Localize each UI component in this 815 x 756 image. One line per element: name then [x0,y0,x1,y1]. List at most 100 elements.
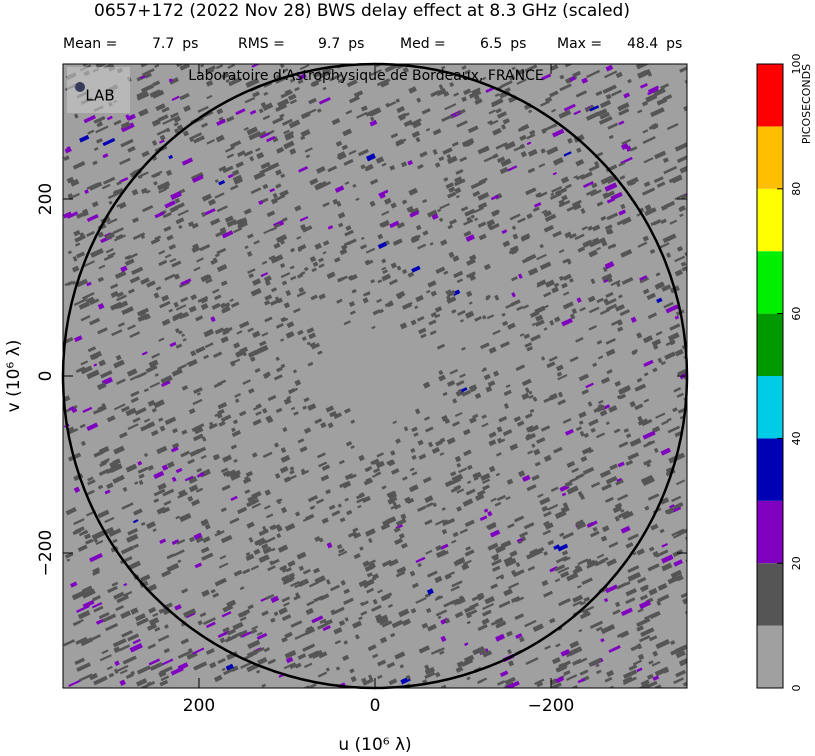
texture [383,592,393,599]
texture [665,252,672,258]
texture [304,662,313,669]
texture [566,485,579,495]
texture [476,593,483,600]
texture [518,470,526,478]
texture [123,582,128,587]
texture [249,155,255,162]
texture [636,548,645,556]
texture [441,519,449,525]
texture [183,312,190,318]
texture [480,472,491,482]
texture [499,166,509,175]
texture [303,397,310,403]
texture [424,666,436,675]
texture [173,549,185,557]
texture [543,327,548,331]
texture [138,473,145,479]
texture [210,589,216,594]
texture [527,267,539,276]
stat-value: 6.5 [480,36,502,52]
colorbar-segment [757,500,783,564]
texture [114,270,127,279]
texture [146,521,156,529]
texture [92,160,98,166]
texture [342,128,353,137]
texture [308,97,317,105]
texture [615,304,625,312]
texture [596,553,605,559]
texture [232,419,238,425]
texture [456,278,464,284]
texture [165,169,173,176]
texture [318,537,324,543]
texture [108,672,115,678]
texture [317,622,328,630]
texture [494,617,504,625]
texture [541,579,549,587]
texture [343,158,354,166]
texture [126,113,136,121]
texture [587,225,594,231]
texture [575,336,584,343]
texture [353,90,364,98]
texture [395,518,407,527]
texture [136,617,149,627]
texture [496,494,506,501]
texture [395,571,406,578]
texture [82,599,95,609]
texture [384,197,392,205]
texture [250,187,262,195]
texture [427,209,438,218]
texture [549,617,556,624]
texture [137,460,143,466]
texture [663,165,678,175]
texture [265,280,271,286]
texture [280,90,293,99]
texture [181,429,188,435]
texture [580,208,586,214]
texture [415,224,422,231]
texture [262,115,271,121]
texture [461,346,466,351]
texture [562,502,568,508]
texture [161,106,170,113]
texture [366,572,373,578]
texture [245,77,260,88]
texture [482,650,493,658]
texture [657,357,663,364]
texture [93,115,106,124]
texture [151,407,157,413]
texture [438,84,444,90]
texture [238,320,250,329]
texture [508,74,516,81]
texture [577,558,589,566]
texture [549,90,559,98]
texture [614,601,621,608]
texture [525,432,536,441]
texture [450,471,457,477]
texture [543,551,548,556]
texture [516,305,524,311]
texture [617,493,629,501]
texture [212,288,220,294]
texture [618,161,626,167]
texture [89,298,100,306]
texture [499,341,510,349]
texture [436,343,446,350]
texture [363,478,374,486]
texture [73,473,84,482]
texture [322,86,327,91]
y-tick-label: 0 [36,371,56,382]
texture [158,259,168,267]
texture [138,108,149,117]
texture [209,661,217,669]
texture [526,484,537,492]
texture [250,565,259,571]
texture [523,333,531,340]
texture [515,562,521,568]
texture [143,418,151,423]
texture [263,275,272,283]
texture [396,222,405,229]
texture [83,260,96,267]
texture [672,407,678,413]
